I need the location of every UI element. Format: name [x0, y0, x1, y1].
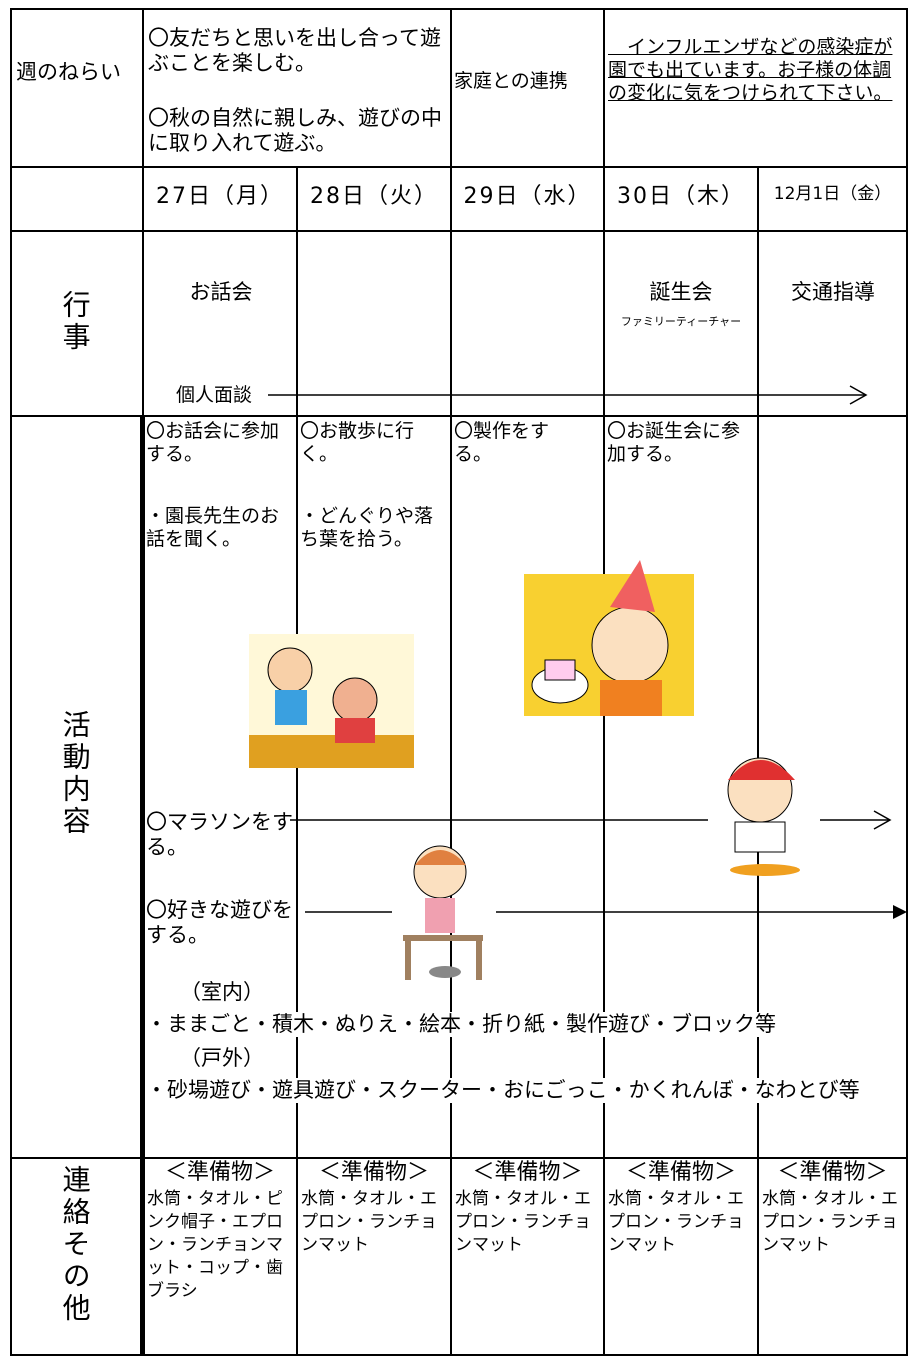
- rule: [450, 8, 452, 166]
- outdoor: ・砂場遊び・遊具遊び・スクーター・おにごっこ・かくれんぼ・なわとび等: [146, 1078, 886, 1104]
- supplies-heading: ＜準備物＞: [472, 1160, 583, 1185]
- rule: [142, 8, 144, 415]
- illustration: [249, 634, 414, 768]
- supplies-heading: ＜準備物＞: [164, 1160, 275, 1185]
- events-label: 行事: [58, 290, 92, 354]
- supplies-heading: ＜準備物＞: [625, 1160, 736, 1185]
- supplies-heading: ＜準備物＞: [777, 1160, 888, 1185]
- contacts-label: 連絡その他: [58, 1165, 92, 1325]
- marathon: 〇マラソンをする。: [146, 810, 294, 861]
- activity: 〇製作をする。: [454, 420, 550, 465]
- illustration: [403, 845, 483, 980]
- rule: [603, 8, 605, 166]
- activity: 〇お誕生会に参加する。: [607, 420, 741, 465]
- supplies: 水筒・タオル・エプロン・ランチョンマット: [455, 1189, 591, 1255]
- supplies: 水筒・タオル・エプロン・ランチョンマット: [762, 1189, 898, 1255]
- day: 28日（火）: [310, 184, 438, 209]
- rule: [10, 166, 908, 168]
- activities-label: 活動内容: [58, 710, 92, 838]
- illustration: [727, 757, 800, 876]
- day: 30日（木）: [617, 184, 745, 209]
- rule: [450, 166, 452, 1356]
- rule: [906, 8, 908, 1356]
- supplies: 水筒・タオル・エプロン・ランチョンマット: [608, 1189, 744, 1255]
- home-note: インフルエンザなどの感染症が園でも出ています。お子様の体調の変化に気をつけられて…: [608, 36, 893, 104]
- illustration: [524, 560, 694, 716]
- event: お話会: [189, 280, 253, 304]
- aim-label: 週のねらい: [16, 60, 121, 84]
- activity: 〇お話会に参加する。: [146, 420, 280, 465]
- event: 交通指導: [791, 280, 875, 304]
- rule: [603, 166, 605, 1356]
- aim: 〇友だちと思いを出し合って遊ぶことを楽しむ。: [148, 26, 441, 76]
- event-note: ファミリーティーチャー: [620, 315, 742, 328]
- indoor: ・ままごと・積木・ぬりえ・絵本・折り紙・製作遊び・ブロック等: [146, 1012, 904, 1038]
- rule: [10, 230, 908, 232]
- rule: [10, 8, 12, 1356]
- rule: [10, 8, 908, 10]
- rule: [10, 415, 908, 417]
- day: 27日（月）: [156, 184, 284, 209]
- interview: 個人面談: [176, 384, 253, 406]
- indoor-label: （室内）: [180, 980, 264, 1004]
- activity: 〇お散歩に行く。: [300, 420, 415, 465]
- aim: 〇秋の自然に親しみ、遊びの中に取り入れて遊ぶ。: [148, 106, 442, 156]
- home-label: 家庭との連携: [454, 70, 568, 92]
- event: 誕生会: [649, 280, 713, 304]
- day: 12月1日（金）: [773, 184, 892, 204]
- supplies-heading: ＜準備物＞: [318, 1160, 429, 1185]
- rule: [140, 415, 145, 1356]
- activity: ・どんぐりや落ち葉を拾う。: [300, 505, 434, 550]
- supplies: 水筒・タオル・ピンク帽子・エプロン・ランチョンマット・コップ・歯ブラシ: [147, 1189, 283, 1301]
- day: 29日（水）: [463, 184, 592, 209]
- outdoor-label: （戸外）: [180, 1046, 264, 1070]
- rule: [10, 1354, 908, 1356]
- free-play: 〇好きな遊びをする。: [146, 898, 294, 949]
- supplies: 水筒・タオル・エプロン・ランチョンマット: [301, 1189, 437, 1255]
- activity: ・園長先生のお話を聞く。: [146, 505, 280, 550]
- rule: [10, 1157, 908, 1159]
